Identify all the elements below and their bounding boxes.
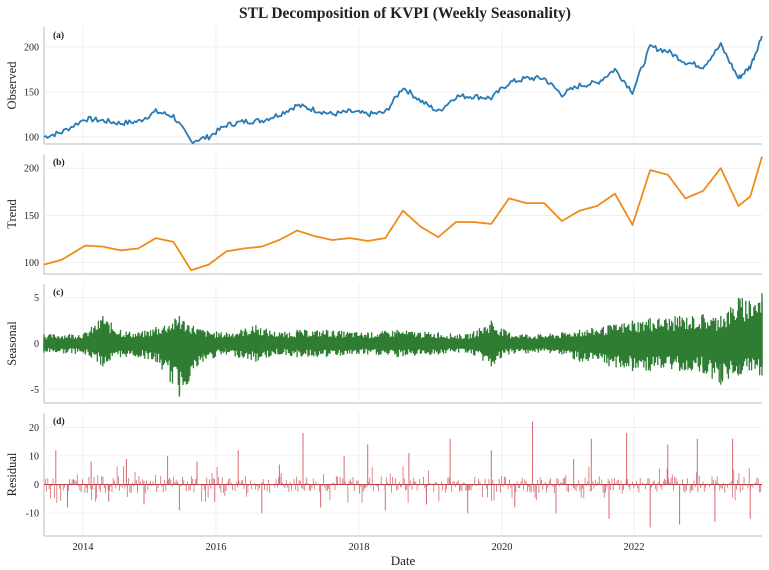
panel-observed: 100 150 200 Observed (a) [5,27,763,145]
y-tick-label: -10 [26,509,39,520]
x-axis-label: Date [391,553,416,568]
series-line-observed [43,35,763,145]
panel-tag: (d) [53,416,65,427]
residual-noise [43,466,763,503]
panel-tag: (b) [53,157,65,168]
panel-tag: (c) [53,287,64,298]
y-tick-label: 200 [24,164,39,175]
panel-trend: 100 150 200 Trend (b) [5,154,763,275]
panel-tag: (a) [53,30,64,41]
y-axis-label: Residual [5,452,19,496]
y-tick-label: -5 [31,385,39,396]
x-tick-label: 2018 [349,542,370,553]
y-tick-label: 150 [24,87,39,98]
x-axis: 2014 2016 2018 2020 2022 [73,542,645,553]
y-tick-label: 100 [24,258,39,269]
x-tick-label: 2020 [492,542,513,553]
y-tick-label: 10 [29,451,39,462]
y-axis-label: Trend [5,199,19,229]
chart-title: STL Decomposition of KVPI (Weekly Season… [239,5,571,22]
panel-seasonal: 5 0 -5 Seasonal (c) [5,284,763,404]
series-line-trend [43,156,763,272]
y-tick-label: 5 [34,293,39,304]
y-axis-label: Observed [5,61,19,110]
y-tick-label: 150 [24,211,39,222]
y-tick-label: 100 [24,132,39,143]
panel-residual: 20 10 0 -10 Residual (d) [5,413,763,537]
x-tick-label: 2014 [73,542,95,553]
y-tick-label: 0 [34,480,39,491]
y-tick-label: 0 [34,339,39,350]
y-tick-label: 20 [29,423,39,434]
x-tick-label: 2022 [624,542,645,553]
seasonal-band [43,298,763,395]
x-tick-label: 2016 [206,542,227,553]
y-tick-label: 200 [24,42,39,53]
y-axis-label: Seasonal [5,321,19,366]
